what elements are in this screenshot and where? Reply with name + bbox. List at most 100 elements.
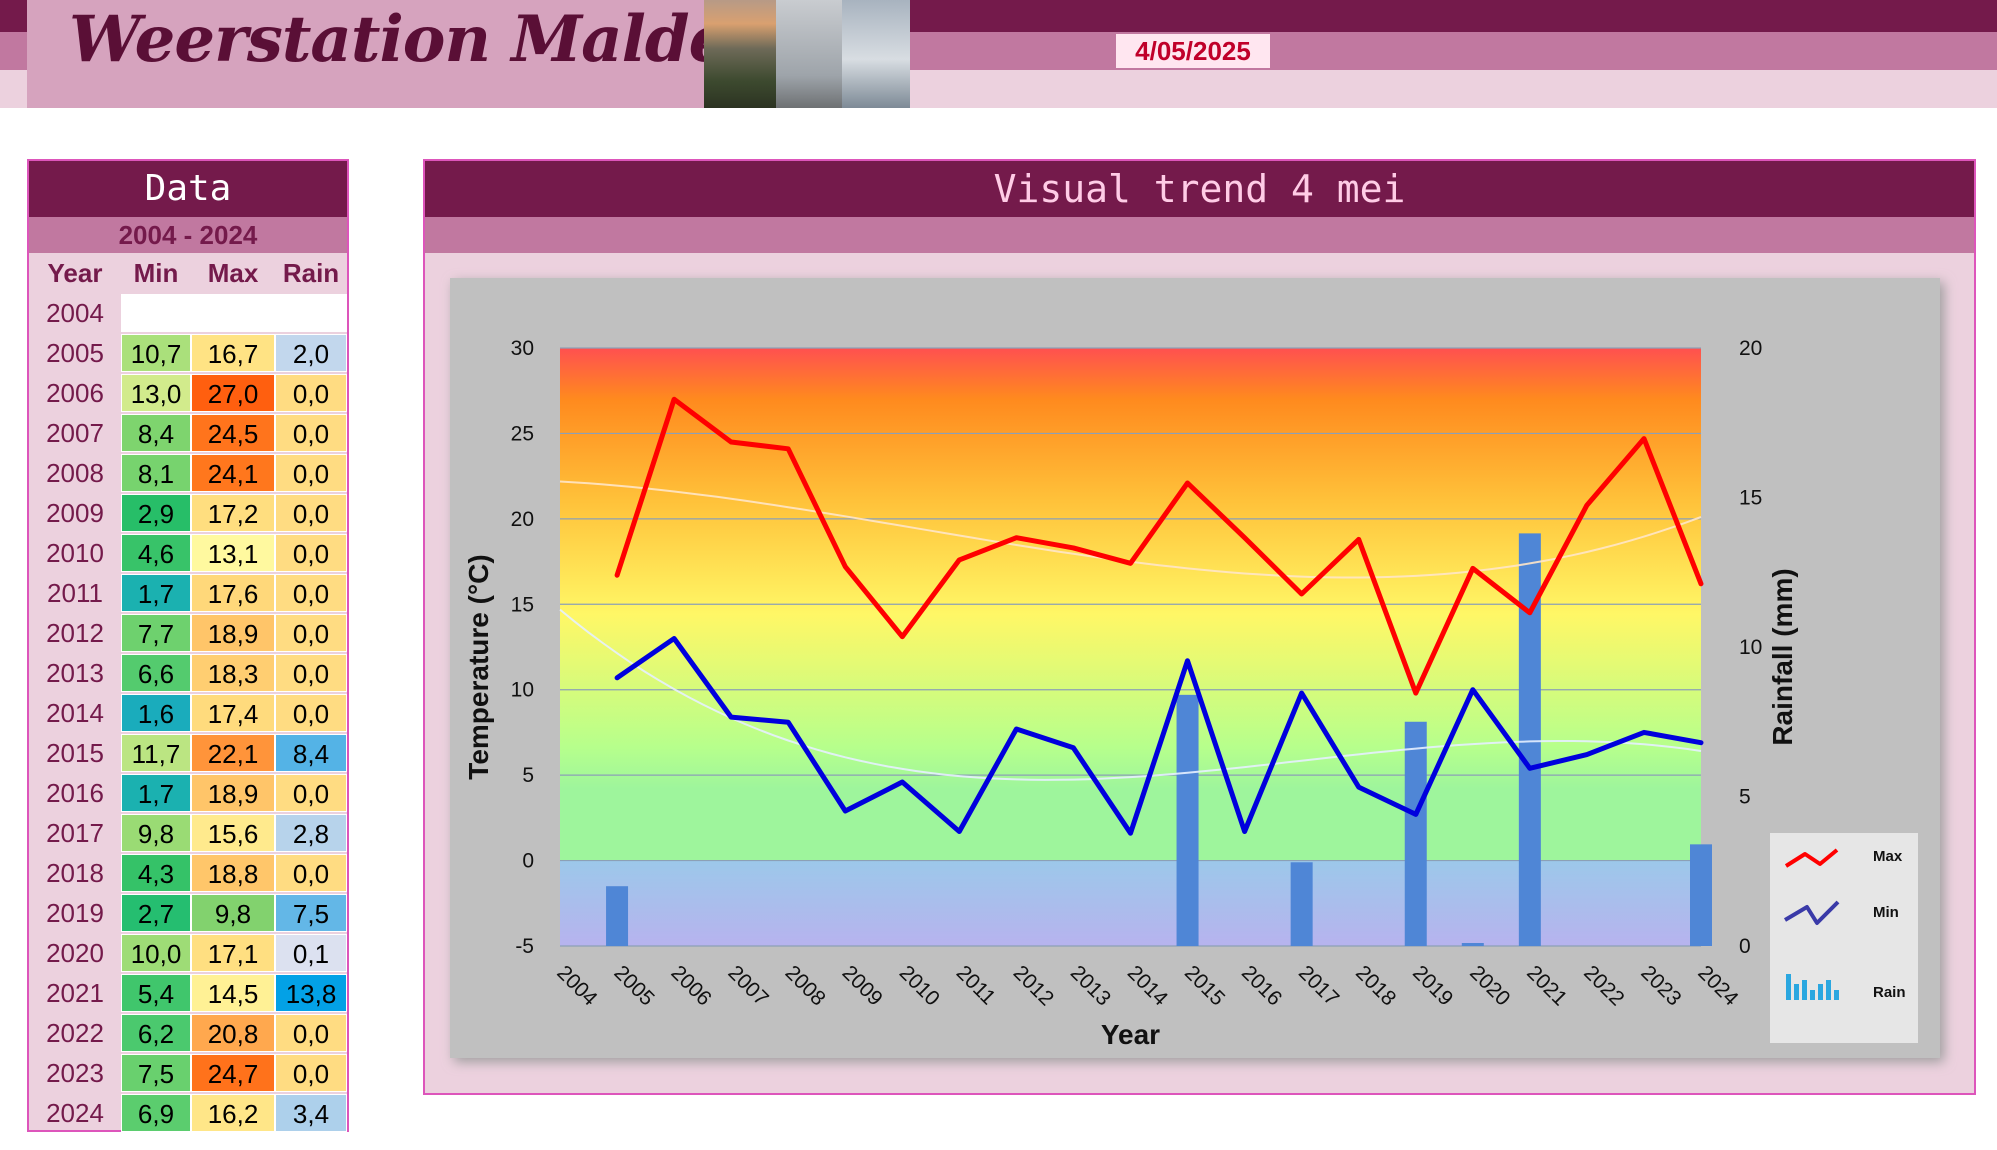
legend: Max Min Rain — [1770, 833, 1918, 1043]
table-row: 2004 — [29, 293, 347, 333]
header-photos — [704, 0, 910, 108]
table-row: 2024 6,9 16,2 3,4 — [29, 1093, 347, 1133]
rain-cell: 0,0 — [275, 494, 347, 532]
rain-bar — [1290, 862, 1313, 946]
max-series-line — [614, 396, 1704, 696]
rain-cell: 0,0 — [275, 614, 347, 652]
year-cell: 2013 — [46, 658, 104, 688]
rain-cell: 0,0 — [275, 654, 347, 692]
year-cell: 2024 — [46, 1098, 104, 1128]
max-cell: 16,2 — [191, 1094, 275, 1132]
radiation-shield-photo — [842, 0, 910, 108]
table-row: 2012 7,7 18,9 0,0 — [29, 613, 347, 653]
y2-tick-label: 5 — [1739, 786, 1751, 809]
rain-cell: 0,0 — [275, 854, 347, 892]
table-row: 2021 5,4 14,5 13,8 — [29, 973, 347, 1013]
rain-cell: 7,5 — [275, 894, 347, 932]
max-cell: 13,1 — [191, 534, 275, 572]
max-cell: 24,1 — [191, 454, 275, 492]
max-legend-icon — [1784, 848, 1839, 868]
max-cell: 15,6 — [191, 814, 275, 852]
year-cell: 2016 — [46, 778, 104, 808]
table-row: 2022 6,2 20,8 0,0 — [29, 1013, 347, 1053]
min-cell: 5,4 — [121, 974, 191, 1012]
rain-legend-icon-bar — [1818, 984, 1823, 1000]
y-tick-label: 5 — [522, 764, 534, 787]
y-tick-label: 25 — [511, 422, 534, 445]
min-cell: 4,3 — [121, 854, 191, 892]
max-cell: 17,2 — [191, 494, 275, 532]
rain-cell — [275, 294, 347, 332]
year-cell: 2015 — [46, 738, 104, 768]
rain-cell: 2,0 — [275, 334, 347, 372]
rain-cell: 8,4 — [275, 734, 347, 772]
max-cell: 20,8 — [191, 1014, 275, 1052]
x-axis-title: Year — [1101, 1019, 1160, 1050]
max-cell: 22,1 — [191, 734, 275, 772]
chart-panel: Visual trend 4 mei -5 0 5 10 15 20 25 30 0 5 10 15 2… — [423, 159, 1976, 1095]
frost-zone — [560, 860, 1701, 946]
rain-cell: 0,0 — [275, 414, 347, 452]
anemometer-photo — [776, 0, 842, 108]
max-cell: 27,0 — [191, 374, 275, 412]
year-cell: 2022 — [46, 1018, 104, 1048]
year-cell: 2017 — [46, 818, 104, 848]
legend-box — [1770, 833, 1918, 1043]
title-box: Weerstation Malderen — [27, 0, 847, 108]
y-tick-label: 15 — [511, 593, 534, 616]
min-cell: 6,6 — [121, 654, 191, 692]
data-panel-title: Data — [29, 161, 347, 217]
max-cell: 17,4 — [191, 694, 275, 732]
max-cell — [191, 294, 275, 332]
y2-tick-label: 15 — [1739, 487, 1762, 510]
landscape-photo — [704, 0, 776, 108]
y-tick-label: 0 — [522, 850, 534, 873]
rain-cell: 0,0 — [275, 694, 347, 732]
max-cell: 16,7 — [191, 334, 275, 372]
rain-bar — [1404, 721, 1427, 946]
column-header-year: Year — [47, 258, 103, 288]
min-cell: 4,6 — [121, 534, 191, 572]
rain-cell: 3,4 — [275, 1094, 347, 1132]
max-cell: 18,9 — [191, 614, 275, 652]
year-cell: 2006 — [46, 378, 104, 408]
rain-cell: 13,8 — [275, 974, 347, 1012]
max-cell: 18,8 — [191, 854, 275, 892]
year-cell: 2018 — [46, 858, 104, 888]
chart-panel-subband — [425, 217, 1974, 253]
year-cell: 2009 — [46, 498, 104, 528]
min-cell: 8,4 — [121, 414, 191, 452]
min-cell: 7,7 — [121, 614, 191, 652]
y2-tick-label: 10 — [1739, 636, 1762, 659]
table-row: 2008 8,1 24,1 0,0 — [29, 453, 347, 493]
table-row: 2011 1,7 17,6 0,0 — [29, 573, 347, 613]
min-cell: 2,7 — [121, 894, 191, 932]
rain-cell: 0,0 — [275, 574, 347, 612]
max-cell: 24,7 — [191, 1054, 275, 1092]
min-cell: 10,7 — [121, 334, 191, 372]
min-cell — [121, 294, 191, 332]
max-cell: 9,8 — [191, 894, 275, 932]
legend-label-min: Min — [1873, 904, 1899, 921]
year-cell: 2007 — [46, 418, 104, 448]
column-header-min: Min — [133, 258, 179, 288]
data-table-header: Year Min Max Rain — [29, 253, 347, 293]
rain-legend-icon-bar — [1786, 974, 1791, 1000]
y-tick-label: -5 — [515, 935, 534, 958]
y2-tick-label: 0 — [1739, 935, 1751, 958]
y2-tick-label: 20 — [1739, 337, 1762, 360]
data-panel: Data 2004 - 2024 Year Min Max Rain 2004 2… — [27, 159, 349, 1132]
max-cell: 18,9 — [191, 774, 275, 812]
min-cell: 6,9 — [121, 1094, 191, 1132]
table-row: 2010 4,6 13,1 0,0 — [29, 533, 347, 573]
rain-legend-icon-bar — [1810, 990, 1815, 1000]
min-cell: 1,6 — [121, 694, 191, 732]
rain-cell: 0,0 — [275, 1054, 347, 1092]
year-cell: 2010 — [46, 538, 104, 568]
year-cell: 2004 — [46, 298, 104, 328]
rain-bar — [606, 886, 629, 946]
min-cell: 2,9 — [121, 494, 191, 532]
current-date: 4/05/2025 — [1116, 34, 1270, 68]
rain-legend-icon-bar — [1834, 990, 1839, 1000]
legend-label-max: Max — [1873, 848, 1903, 865]
